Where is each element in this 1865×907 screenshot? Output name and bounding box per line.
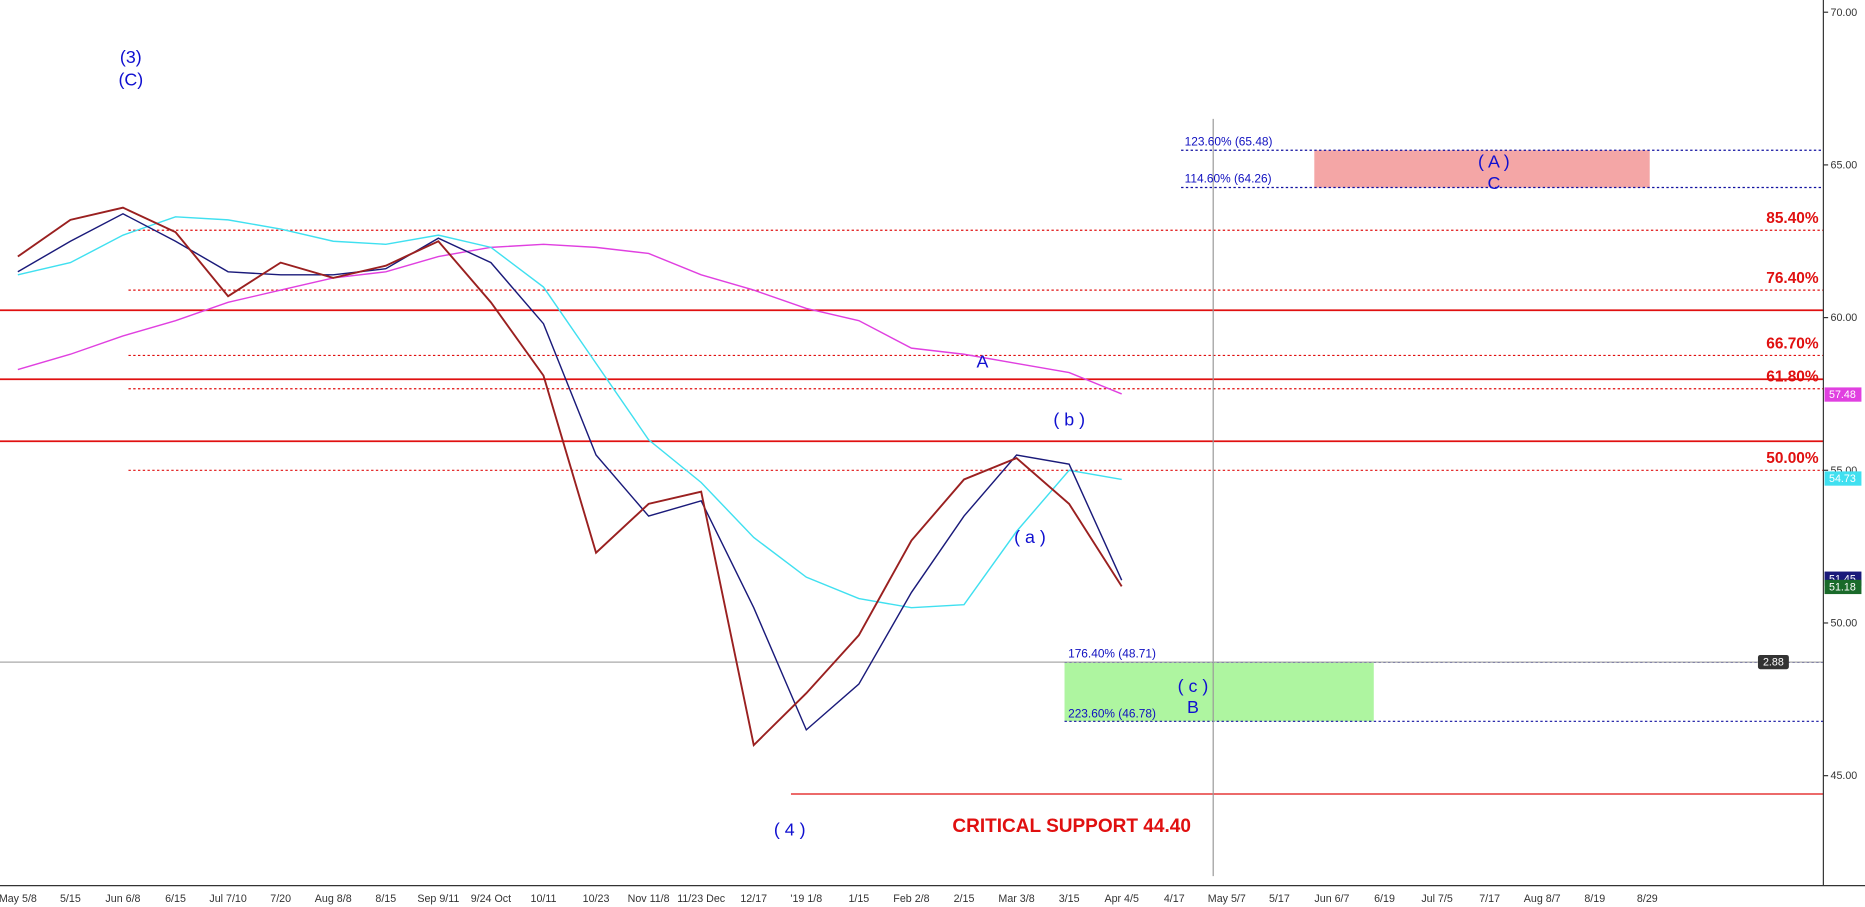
x-tick-label: 5/15 <box>60 893 81 905</box>
x-tick-label: Jun 6/7 <box>1314 893 1349 905</box>
fib-label: 50.00% <box>1766 450 1819 467</box>
projection-label: 114.60% (64.26) <box>1185 172 1272 186</box>
fib-label: 61.80% <box>1766 369 1819 386</box>
back-layer <box>0 149 1824 795</box>
x-tick-label: Sep 9/11 <box>417 893 459 905</box>
annotation: ( 4 ) <box>774 820 806 840</box>
price-tag: 54.73 <box>1829 473 1856 485</box>
front-layer: 45.00 50.00 55.00 60.00 65.00 70.00 May 5/8 5/1… <box>0 7 1862 905</box>
x-tick-label: 12/17 <box>740 893 767 905</box>
fib-label: 66.70% <box>1766 335 1819 352</box>
projection-label: 176.40% (48.71) <box>1068 647 1156 661</box>
moving-average <box>17 216 1122 609</box>
annotation: (C) <box>118 70 143 90</box>
x-tick-label: May 5/7 <box>1208 893 1246 905</box>
y-tick-label: 45.00 <box>1831 770 1858 782</box>
x-tick-label: May 5/8 <box>0 893 37 905</box>
x-tick-label: Jul 7/10 <box>209 893 246 905</box>
annotation: ( a ) <box>1014 527 1046 547</box>
price-tag-box <box>1824 471 1862 486</box>
price-line <box>17 206 1123 748</box>
x-tick-label: 8/29 <box>1637 893 1658 905</box>
projection-label: 123.60% (65.48) <box>1185 134 1273 148</box>
indicator-tag-box <box>1757 654 1789 670</box>
x-tick-label: Jun 6/8 <box>105 893 140 905</box>
x-tick-label: Mar 3/8 <box>998 893 1034 905</box>
x-tick-label: 3/15 <box>1059 893 1080 905</box>
y-tick-label: 60.00 <box>1831 312 1858 324</box>
x-tick-label: 2/15 <box>954 893 975 905</box>
x-tick-label: 5/17 <box>1269 893 1290 905</box>
x-tick-label: Jul 7/5 <box>1421 893 1453 905</box>
x-tick-label: Aug 8/8 <box>315 893 352 905</box>
x-tick-label: Apr 4/5 <box>1104 893 1139 905</box>
x-tick-label: 4/17 <box>1164 893 1185 905</box>
x-tick-label: Aug 8/7 <box>1524 893 1561 905</box>
price-tag: 57.48 <box>1829 389 1856 401</box>
x-tick-label: 10/23 <box>583 893 610 905</box>
x-tick-label: 9/24 Oct <box>471 893 511 905</box>
moving-average <box>17 212 1123 732</box>
projection-label: 223.60% (46.78) <box>1068 707 1156 721</box>
y-tick-label: 70.00 <box>1831 7 1858 19</box>
annotation: B <box>1187 697 1199 717</box>
annotation: A <box>977 351 989 371</box>
annotation: ( A ) <box>1478 152 1510 172</box>
x-tick-label: '19 1/8 <box>790 893 822 905</box>
price-tag: 51.18 <box>1829 582 1856 594</box>
x-tick-label: 11/23 Dec <box>677 893 726 905</box>
x-tick-label: 7/20 <box>270 893 291 905</box>
price-tag-box <box>1824 387 1862 402</box>
x-tick-label: 8/19 <box>1584 893 1605 905</box>
x-tick-label: Feb 2/8 <box>893 893 929 905</box>
target-box <box>1314 150 1650 188</box>
target-box <box>1064 662 1374 722</box>
x-tick-label: 7/17 <box>1479 893 1500 905</box>
x-tick-label: 8/15 <box>375 893 396 905</box>
x-tick-label: Nov 11/8 <box>628 893 670 905</box>
y-tick-label: 65.00 <box>1831 159 1858 171</box>
indicator-tag: 2.88 <box>1763 657 1784 669</box>
fib-label: 85.40% <box>1766 210 1819 227</box>
x-tick-label: 6/19 <box>1374 893 1395 905</box>
annotation: (3) <box>120 47 142 67</box>
y-tick-label: 50.00 <box>1831 618 1858 630</box>
y-tick-label: 55.00 <box>1831 465 1858 477</box>
price-tag-box <box>1824 579 1862 595</box>
annotation: ( b ) <box>1053 410 1085 430</box>
annotation: CRITICAL SUPPORT 44.40 <box>952 816 1191 837</box>
x-tick-label: 6/15 <box>165 893 186 905</box>
annotation: ( c ) <box>1178 676 1209 696</box>
fib-label: 76.40% <box>1766 270 1819 287</box>
price-tag: 51.45 <box>1829 573 1856 585</box>
x-tick-label: 1/15 <box>848 893 869 905</box>
annotation: C <box>1487 173 1500 193</box>
moving-average <box>17 243 1122 395</box>
x-tick-label: 10/11 <box>531 893 557 905</box>
